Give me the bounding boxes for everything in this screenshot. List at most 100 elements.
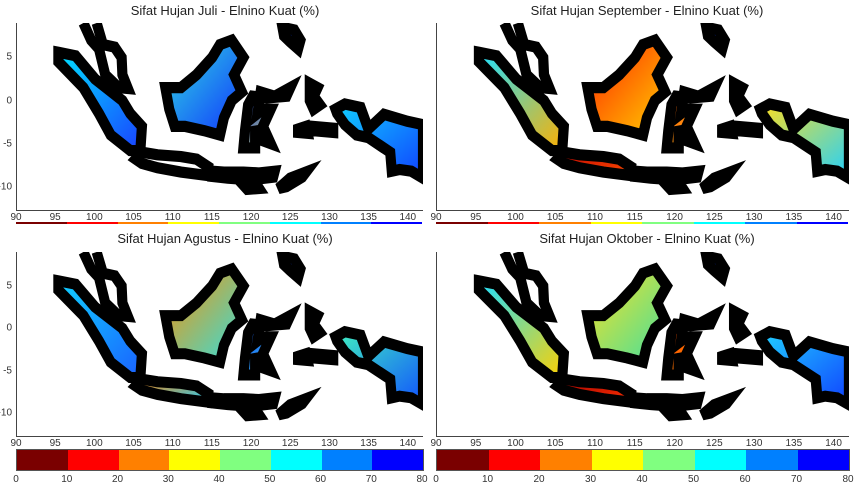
colorbar-label: 50 xyxy=(687,474,700,485)
x-tick-label: 110 xyxy=(164,212,181,223)
colorbar-label: 20 xyxy=(533,474,545,485)
x-tick-label: 95 xyxy=(470,438,482,449)
colorbar-segment xyxy=(168,222,219,224)
colorbar-segment xyxy=(591,450,643,470)
colorbar-segment xyxy=(67,450,119,470)
x-tick-label: 105 xyxy=(125,438,142,449)
x-tick-label: 135 xyxy=(785,212,803,223)
colorbar-label: 40 xyxy=(213,474,225,485)
island-sulawesi xyxy=(667,316,715,375)
x-tick-label: 95 xyxy=(49,438,61,449)
x-tick-label: 115 xyxy=(203,212,220,223)
island-java xyxy=(557,379,631,402)
x-tick-label: 130 xyxy=(321,212,338,223)
colorbar-segment xyxy=(220,450,271,470)
x-tick-label: 90 xyxy=(10,212,22,223)
panel-title: Sifat Hujan Agustus - Elnino Kuat (%) xyxy=(117,231,333,246)
colorbar-label: 40 xyxy=(636,474,648,485)
x-tick-label: 115 xyxy=(626,438,643,449)
x-tick-label: 95 xyxy=(470,212,482,223)
colorbar-label: 50 xyxy=(264,474,276,485)
colorbar xyxy=(16,222,422,224)
island-sulawesi xyxy=(243,88,290,148)
island-java xyxy=(136,379,209,402)
map-panel xyxy=(436,23,849,211)
x-tick-label: 115 xyxy=(626,212,643,223)
island-sulawesi xyxy=(667,88,715,148)
colorbar-segment xyxy=(487,222,539,224)
panel-title: Sifat Hujan Oktober - Elnino Kuat (%) xyxy=(539,231,755,246)
x-tick-label: 120 xyxy=(242,212,260,223)
y-tick-label: 0 xyxy=(6,95,12,107)
colorbar-label: 80 xyxy=(416,474,428,485)
colorbar-label: 70 xyxy=(790,474,803,485)
colorbar-segment xyxy=(118,450,170,470)
island-papua xyxy=(760,332,849,405)
x-tick-label: 125 xyxy=(705,438,723,449)
x-tick-label: 110 xyxy=(587,438,604,449)
map-panel xyxy=(436,252,849,437)
colorbar-label: 0 xyxy=(13,474,19,485)
colorbar-label: 80 xyxy=(842,474,854,485)
x-tick-label: 140 xyxy=(825,438,842,449)
x-tick-label: 125 xyxy=(281,438,299,449)
panel-title: Sifat Hujan September - Elnino Kuat (%) xyxy=(530,3,764,18)
colorbar-label: 30 xyxy=(584,474,597,485)
island-papua xyxy=(760,104,849,178)
colorbar xyxy=(16,449,424,471)
x-tick-label: 135 xyxy=(785,438,803,449)
colorbar-label: 10 xyxy=(481,474,494,485)
colorbar-segment xyxy=(590,222,642,224)
island-maluku xyxy=(722,83,758,133)
colorbar-label: 30 xyxy=(162,474,174,485)
x-tick-label: 135 xyxy=(360,438,377,449)
coastline-philippines xyxy=(282,256,300,277)
colorbar-segment xyxy=(693,222,745,224)
colorbar-segment xyxy=(169,450,220,470)
colorbar-segment xyxy=(643,450,695,470)
x-tick-label: 110 xyxy=(587,212,604,223)
y-tick-label: -10 xyxy=(0,407,12,419)
map-panel xyxy=(16,23,423,211)
colorbar-segment xyxy=(437,450,489,470)
island-maluku xyxy=(298,311,333,360)
y-tick-label: -5 xyxy=(3,365,12,377)
colorbar-segment xyxy=(16,222,67,224)
colorbar-segment xyxy=(746,450,798,470)
colorbar-segment xyxy=(745,222,797,224)
colorbar-segment xyxy=(540,450,592,470)
x-tick-label: 140 xyxy=(825,212,842,223)
x-tick-label: 125 xyxy=(281,212,299,223)
x-tick-label: 130 xyxy=(745,438,763,449)
coastline-philippines xyxy=(706,27,724,49)
colorbar-segment xyxy=(372,450,423,470)
x-tick-label: 120 xyxy=(242,438,260,449)
colorbar-segment xyxy=(436,222,488,224)
colorbar-label: 10 xyxy=(61,474,73,485)
x-tick-label: 105 xyxy=(125,212,142,223)
island-sulawesi xyxy=(243,316,290,375)
coastline-philippines xyxy=(282,27,300,49)
panel-title: Sifat Hujan Juli - Elnino Kuat (%) xyxy=(130,3,320,18)
island-nusa xyxy=(212,171,306,189)
island-papua xyxy=(336,332,423,405)
colorbar-segment xyxy=(269,222,321,224)
colorbar-segment xyxy=(17,450,68,470)
coastline-philippines xyxy=(706,256,724,277)
colorbar-segment xyxy=(488,450,540,470)
colorbar-segment xyxy=(371,222,422,224)
x-tick-label: 125 xyxy=(705,212,723,223)
x-tick-label: 120 xyxy=(666,212,683,223)
x-tick-label: 105 xyxy=(546,212,564,223)
island-nusa xyxy=(212,398,306,416)
x-tick-label: 130 xyxy=(321,438,338,449)
colorbar-label: 60 xyxy=(314,474,327,485)
colorbar-segment xyxy=(694,450,746,470)
colorbar-segment xyxy=(270,450,322,470)
colorbar-segment xyxy=(321,450,373,470)
colorbar-segment xyxy=(66,222,118,224)
island-borneo xyxy=(165,269,243,362)
colorbar-segment xyxy=(796,222,848,224)
island-borneo xyxy=(165,40,243,135)
y-tick-label: -5 xyxy=(3,138,12,150)
